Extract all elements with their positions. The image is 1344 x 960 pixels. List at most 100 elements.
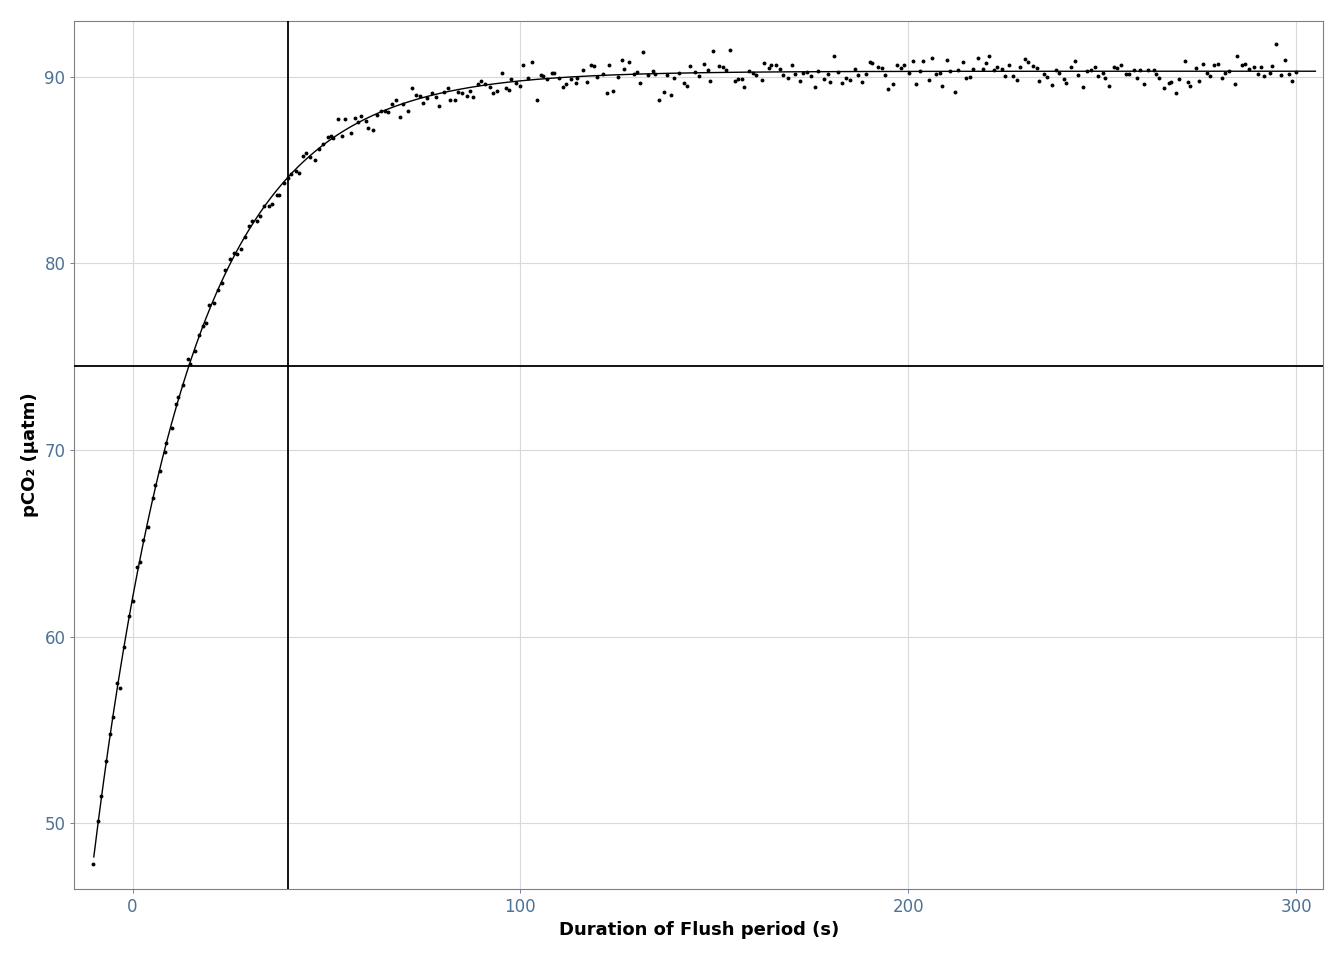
Point	[1036, 70, 1058, 85]
Point	[583, 59, 605, 74]
Point	[172, 377, 194, 393]
Point	[1261, 59, 1282, 74]
Point	[118, 609, 140, 624]
Point	[746, 67, 767, 83]
Point	[348, 114, 370, 130]
Point	[997, 57, 1019, 72]
Point	[254, 198, 276, 213]
Point	[839, 73, 860, 88]
Point	[327, 111, 348, 127]
Point	[1126, 70, 1148, 85]
Point	[246, 213, 267, 228]
Point	[517, 71, 539, 86]
Point	[340, 126, 362, 141]
Point	[468, 76, 489, 91]
Point	[918, 72, 939, 87]
Point	[673, 76, 695, 91]
Point	[1007, 72, 1028, 87]
Point	[153, 444, 175, 460]
Point	[614, 61, 636, 77]
Point	[392, 96, 414, 111]
Point	[312, 136, 333, 152]
Point	[676, 78, 698, 93]
Point	[1106, 60, 1128, 76]
Point	[792, 65, 813, 81]
Point	[335, 111, 356, 127]
Point	[133, 533, 155, 548]
Point	[1067, 67, 1089, 83]
Point	[1274, 53, 1296, 68]
Point	[536, 71, 558, 86]
Point	[142, 491, 164, 506]
Point	[648, 92, 669, 108]
Point	[1133, 76, 1154, 91]
Point	[203, 295, 224, 310]
Point	[421, 85, 442, 101]
Point	[530, 67, 551, 83]
Point	[470, 74, 492, 89]
Point	[1165, 85, 1187, 101]
Point	[804, 80, 825, 95]
Point	[1253, 68, 1274, 84]
Point	[358, 120, 379, 135]
Point	[931, 78, 953, 93]
Point	[1177, 74, 1199, 89]
Point	[406, 87, 427, 103]
Point	[305, 152, 327, 167]
Point	[495, 80, 516, 95]
Point	[669, 65, 691, 81]
Point	[664, 71, 685, 86]
Point	[859, 54, 880, 69]
Point	[844, 61, 866, 77]
Point	[992, 61, 1013, 77]
Point	[448, 84, 469, 100]
Point	[532, 68, 554, 84]
Point	[219, 252, 241, 267]
Point	[456, 88, 477, 104]
Point	[637, 67, 659, 83]
Point	[607, 69, 629, 84]
Point	[1282, 73, 1304, 88]
Point	[656, 68, 677, 84]
Point	[929, 65, 950, 81]
Point	[948, 62, 969, 78]
Point	[438, 92, 460, 108]
Point	[99, 727, 121, 742]
Point	[922, 51, 943, 66]
Point	[986, 60, 1008, 75]
Point	[1060, 60, 1082, 75]
Point	[1073, 79, 1094, 94]
Point	[1081, 62, 1102, 78]
Point	[598, 58, 620, 73]
Point	[261, 197, 282, 212]
Point	[1188, 73, 1210, 88]
Point	[548, 70, 570, 85]
Point	[512, 58, 534, 73]
Point	[769, 61, 790, 77]
Point	[521, 55, 543, 70]
Point	[129, 554, 151, 569]
Point	[1087, 68, 1109, 84]
Point	[296, 146, 317, 161]
Point	[355, 113, 376, 129]
Point	[179, 356, 200, 372]
Point	[602, 84, 624, 99]
Point	[1118, 66, 1140, 82]
Point	[758, 60, 780, 76]
Point	[925, 66, 946, 82]
Point	[1142, 62, 1164, 78]
Point	[883, 77, 905, 92]
Point	[1180, 79, 1202, 94]
Point	[911, 53, 933, 68]
Point	[1168, 71, 1189, 86]
Point	[1173, 54, 1195, 69]
Point	[144, 477, 165, 492]
Point	[1124, 62, 1145, 78]
Point	[862, 56, 883, 71]
Point	[211, 276, 233, 291]
Point	[1028, 74, 1050, 89]
Point	[1023, 58, 1044, 73]
Point	[773, 67, 794, 83]
Point	[1042, 77, 1063, 92]
Point	[618, 55, 640, 70]
